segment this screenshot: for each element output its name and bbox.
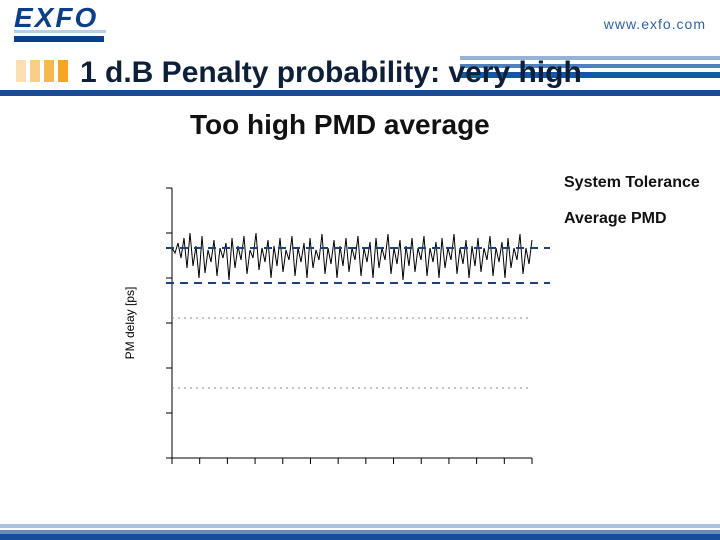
legend-average-pmd: Average PMD: [564, 210, 700, 228]
footer-stripes: [0, 522, 720, 540]
tick-icon: [58, 60, 68, 82]
header: EXFO www.exfo.com: [0, 0, 720, 56]
stripe: [0, 534, 720, 540]
slide-root: EXFO www.exfo.com 1 d.B Penalty probabil…: [0, 0, 720, 540]
title-underline: [0, 90, 720, 96]
chart: Too high PMD average PM delay [ps]: [120, 110, 550, 470]
svg-text:PM delay [ps]: PM delay [ps]: [123, 287, 137, 360]
brand-underline: [14, 36, 104, 42]
legend-label: Average PMD: [564, 210, 667, 227]
legend-label: System Tolerance: [564, 174, 700, 191]
slide-title: 1 d.B Penalty probability: very high: [80, 56, 582, 90]
brand-url: www.exfo.com: [604, 16, 706, 32]
tick-icon: [16, 60, 26, 82]
brand-underline-light: [14, 30, 106, 33]
chart-svg: PM delay [ps]: [120, 180, 550, 480]
legend: System Tolerance Average PMD: [564, 174, 700, 247]
chart-title: Too high PMD average: [190, 110, 490, 139]
tick-icon: [44, 60, 54, 82]
stripe: [0, 524, 720, 528]
title-ticks: [16, 60, 68, 82]
tick-icon: [30, 60, 40, 82]
legend-system-tolerance: System Tolerance: [564, 174, 700, 192]
